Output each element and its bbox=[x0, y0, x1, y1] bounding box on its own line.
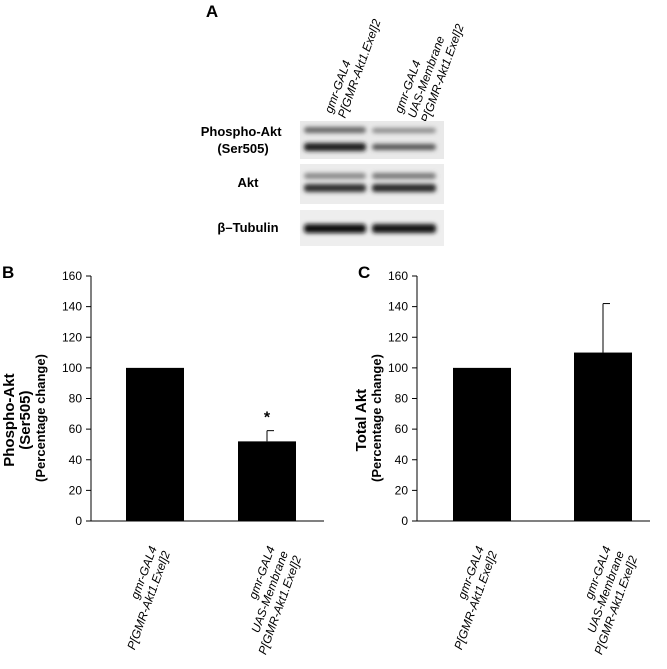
blot-band-akt-lower-lane-2 bbox=[372, 184, 436, 192]
chart-c-ytick-label: 160 bbox=[388, 269, 408, 283]
blot-strip-phospho-akt bbox=[300, 121, 444, 159]
chart-b-ytick-label: 160 bbox=[62, 269, 82, 283]
blot-row-label-akt: Akt bbox=[238, 175, 260, 190]
chart-b-bar-2 bbox=[238, 441, 296, 521]
blot-lane-label-2: gmr-GAL4 UAS-Membrane P[GMR-Akt1.Exel]2 bbox=[392, 12, 467, 124]
chart-c-ylabel: Total Akt (Percentage change) bbox=[353, 354, 384, 482]
chart-c-ytick-label: 20 bbox=[395, 483, 409, 497]
chart-b-ytick-label: 60 bbox=[69, 422, 83, 436]
blot-band-tubulin-lane-1 bbox=[304, 224, 366, 233]
blot-band-akt-upper-lane-2 bbox=[372, 173, 436, 179]
blot-band-phospho-akt-upper-lane-2 bbox=[372, 128, 436, 133]
blot-band-phospho-akt-upper-lane-1 bbox=[304, 127, 366, 133]
blot-row-label-phospho-akt-line-2: (Ser505) bbox=[217, 141, 268, 156]
chart-c: Total Akt (Percentage change) 0 20 40 60 80 1… bbox=[353, 269, 650, 656]
chart-c-ytick-label: 80 bbox=[395, 392, 409, 406]
chart-b-ytick-label: 140 bbox=[62, 300, 82, 314]
chart-c-ylabel-line-1: Total Akt bbox=[353, 389, 370, 452]
chart-c-ytick-label: 0 bbox=[401, 514, 408, 528]
chart-c-ytick-label: 120 bbox=[388, 330, 408, 344]
chart-b: Phospho-Akt (Ser505) (Percentage change)… bbox=[1, 269, 324, 656]
panel-letter-b: B bbox=[2, 263, 14, 282]
chart-b-ytick-label: 20 bbox=[69, 483, 83, 497]
chart-c-ytick-label: 100 bbox=[388, 361, 408, 375]
chart-c-category-label-2: gmr-GAL4UAS-MembraneP[GMR-Akt1.Exel]2 bbox=[565, 544, 640, 656]
chart-b-ytick-label: 80 bbox=[69, 392, 83, 406]
chart-b-ytick-label: 40 bbox=[69, 453, 83, 467]
chart-c-category-label-1: gmr-GAL4P[GMR-Akt1.Exel]2 bbox=[438, 544, 500, 652]
chart-c-ylabel-line-2: (Percentage change) bbox=[369, 354, 384, 482]
chart-b-ylabel-line-2: (Ser505) bbox=[17, 390, 34, 449]
chart-b-ytick-label: 0 bbox=[75, 514, 82, 528]
chart-c-ytick-label: 40 bbox=[395, 453, 409, 467]
blot-band-phospho-akt-lower-lane-2 bbox=[372, 144, 436, 150]
blot-row-label-phospho-akt: Phospho-Akt (Ser505) bbox=[201, 124, 286, 156]
blot-band-tubulin-lane-2 bbox=[372, 224, 436, 233]
chart-b-ytick-label: 120 bbox=[62, 330, 82, 344]
blot-lane-label-1: gmr-GAL4 P[GMR-Akt1.Exel]2 bbox=[322, 12, 384, 120]
blot-row-label-tubulin: β–Tubulin bbox=[217, 220, 278, 235]
chart-b-significance-marker: * bbox=[264, 410, 271, 427]
western-blot: gmr-GAL4 P[GMR-Akt1.Exel]2 gmr-GAL4 UAS-… bbox=[201, 12, 467, 246]
chart-c-ytick-label: 60 bbox=[395, 422, 409, 436]
blot-band-akt-upper-lane-1 bbox=[304, 173, 366, 179]
chart-b-bar-1 bbox=[126, 367, 184, 521]
chart-c-bar-1 bbox=[453, 367, 511, 521]
blot-row-label-phospho-akt-line-1: Phospho-Akt bbox=[201, 124, 283, 139]
chart-c-ytick-label: 140 bbox=[388, 300, 408, 314]
panel-letter-c: C bbox=[358, 263, 370, 282]
blot-band-phospho-akt-lower-lane-1 bbox=[304, 143, 366, 151]
chart-c-bar-2 bbox=[574, 352, 632, 521]
chart-b-category-label-1: gmr-GAL4P[GMR-Akt1.Exel]2 bbox=[111, 544, 173, 652]
chart-b-ylabel-line-3: (Percentage change) bbox=[33, 354, 48, 482]
chart-b-category-label-2: gmr-GAL4UAS-MembraneP[GMR-Akt1.Exel]2 bbox=[229, 544, 304, 656]
chart-b-ylabel: Phospho-Akt (Ser505) (Percentage change) bbox=[1, 354, 48, 482]
panel-letter-a: A bbox=[206, 2, 218, 21]
chart-b-ytick-label: 100 bbox=[62, 361, 82, 375]
chart-b-ylabel-line-1: Phospho-Akt bbox=[1, 373, 18, 466]
blot-band-akt-lower-lane-1 bbox=[304, 184, 366, 192]
